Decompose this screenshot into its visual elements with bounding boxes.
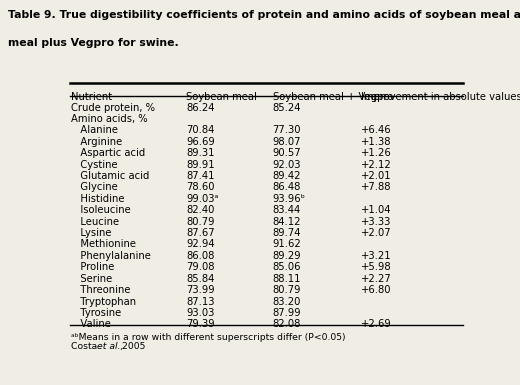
Text: 78.60: 78.60 xyxy=(186,182,214,192)
Text: Nutrient: Nutrient xyxy=(71,92,112,102)
Text: Lysine: Lysine xyxy=(71,228,112,238)
Text: Aspartic acid: Aspartic acid xyxy=(71,148,145,158)
Text: 79.08: 79.08 xyxy=(186,262,214,272)
Text: 93.03: 93.03 xyxy=(186,308,214,318)
Text: 86.24: 86.24 xyxy=(186,102,214,112)
Text: 86.08: 86.08 xyxy=(186,251,214,261)
Text: +2.12: +2.12 xyxy=(361,160,392,169)
Text: Glycine: Glycine xyxy=(71,182,118,192)
Text: +1.26: +1.26 xyxy=(361,148,392,158)
Text: 91.62: 91.62 xyxy=(272,239,301,249)
Text: +7.88: +7.88 xyxy=(361,182,392,192)
Text: +2.07: +2.07 xyxy=(361,228,392,238)
Text: 82.40: 82.40 xyxy=(186,205,214,215)
Text: Soybean meal + Vegpro: Soybean meal + Vegpro xyxy=(272,92,393,102)
Text: 80.79: 80.79 xyxy=(272,285,301,295)
Text: +2.01: +2.01 xyxy=(361,171,392,181)
Text: 87.67: 87.67 xyxy=(186,228,215,238)
Text: et al.,: et al., xyxy=(97,342,124,351)
Text: Valine: Valine xyxy=(71,320,111,330)
Text: 89.91: 89.91 xyxy=(186,160,215,169)
Text: 92.94: 92.94 xyxy=(186,239,215,249)
Text: Arginine: Arginine xyxy=(71,137,122,147)
Text: 87.99: 87.99 xyxy=(272,308,301,318)
Text: Table 9. True digestibility coefficients of protein and amino acids of soybean m: Table 9. True digestibility coefficients… xyxy=(8,10,520,20)
Text: 2005: 2005 xyxy=(119,342,145,351)
Text: +1.04: +1.04 xyxy=(361,205,392,215)
Text: Improvement in absolute values (%): Improvement in absolute values (%) xyxy=(361,92,520,102)
Text: meal plus Vegpro for swine.: meal plus Vegpro for swine. xyxy=(8,38,178,49)
Text: 85.06: 85.06 xyxy=(272,262,301,272)
Text: Soybean meal: Soybean meal xyxy=(186,92,257,102)
Text: 96.69: 96.69 xyxy=(186,137,215,147)
Text: +5.98: +5.98 xyxy=(361,262,392,272)
Text: 70.84: 70.84 xyxy=(186,126,214,136)
Text: 86.48: 86.48 xyxy=(272,182,301,192)
Text: 89.42: 89.42 xyxy=(272,171,301,181)
Text: Leucine: Leucine xyxy=(71,217,119,227)
Text: Glutamic acid: Glutamic acid xyxy=(71,171,149,181)
Text: Histidine: Histidine xyxy=(71,194,125,204)
Text: Phenylalanine: Phenylalanine xyxy=(71,251,151,261)
Text: Tyrosine: Tyrosine xyxy=(71,308,121,318)
Text: 88.11: 88.11 xyxy=(272,274,301,284)
Text: Isoleucine: Isoleucine xyxy=(71,205,131,215)
Text: +2.69: +2.69 xyxy=(361,320,392,330)
Text: +6.80: +6.80 xyxy=(361,285,392,295)
Text: Methionine: Methionine xyxy=(71,239,136,249)
Text: 82.08: 82.08 xyxy=(272,320,301,330)
Text: Proline: Proline xyxy=(71,262,114,272)
Text: 80.79: 80.79 xyxy=(186,217,214,227)
Text: 98.07: 98.07 xyxy=(272,137,301,147)
Text: 87.13: 87.13 xyxy=(186,296,214,306)
Text: 90.57: 90.57 xyxy=(272,148,301,158)
Text: 93.96ᵇ: 93.96ᵇ xyxy=(272,194,306,204)
Text: Crude protein, %: Crude protein, % xyxy=(71,102,155,112)
Text: Tryptophan: Tryptophan xyxy=(71,296,136,306)
Text: +2.27: +2.27 xyxy=(361,274,392,284)
Text: 85.84: 85.84 xyxy=(186,274,214,284)
Text: +3.33: +3.33 xyxy=(361,217,392,227)
Text: 85.24: 85.24 xyxy=(272,102,301,112)
Text: +1.38: +1.38 xyxy=(361,137,392,147)
Text: Alanine: Alanine xyxy=(71,126,118,136)
Text: +6.46: +6.46 xyxy=(361,126,392,136)
Text: 89.74: 89.74 xyxy=(272,228,301,238)
Text: 99.03ᵃ: 99.03ᵃ xyxy=(186,194,218,204)
Text: Serine: Serine xyxy=(71,274,112,284)
Text: 73.99: 73.99 xyxy=(186,285,215,295)
Text: 84.12: 84.12 xyxy=(272,217,301,227)
Text: 83.44: 83.44 xyxy=(272,205,301,215)
Text: 92.03: 92.03 xyxy=(272,160,301,169)
Text: ᵃᵇMeans in a row with different superscripts differ (P<0.05): ᵃᵇMeans in a row with different superscr… xyxy=(71,333,346,342)
Text: 77.30: 77.30 xyxy=(272,126,301,136)
Text: 87.41: 87.41 xyxy=(186,171,214,181)
Text: +3.21: +3.21 xyxy=(361,251,392,261)
Text: 83.20: 83.20 xyxy=(272,296,301,306)
Text: 79.39: 79.39 xyxy=(186,320,215,330)
Text: Costa: Costa xyxy=(71,342,100,351)
Text: Amino acids, %: Amino acids, % xyxy=(71,114,148,124)
Text: 89.29: 89.29 xyxy=(272,251,301,261)
Text: 89.31: 89.31 xyxy=(186,148,214,158)
Text: Threonine: Threonine xyxy=(71,285,131,295)
Text: Cystine: Cystine xyxy=(71,160,118,169)
